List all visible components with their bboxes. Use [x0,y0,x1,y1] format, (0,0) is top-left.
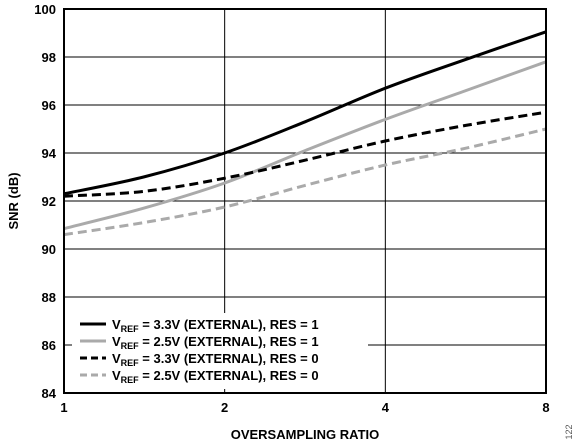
y-tick-label: 100 [34,2,56,17]
y-tick-label: 86 [42,338,56,353]
y-tick-label: 92 [42,194,56,209]
y-tick-label: 94 [42,146,57,161]
y-tick-labels: 84 86 88 90 92 94 96 98 100 [34,2,56,401]
legend-background [72,313,368,389]
y-axis-label: SNR (dB) [6,172,21,229]
legend-entry: VREF = 2.5V (EXTERNAL), RES = 1 [112,334,319,351]
y-tick-label: 98 [42,50,56,65]
series-lines [63,30,547,237]
legend-entry: VREF = 2.5V (EXTERNAL), RES = 0 [112,368,319,385]
x-tick-label: 1 [60,400,67,415]
series-line-2 [63,60,547,231]
figure-id-label: 122 [564,424,574,439]
y-tick-label: 84 [42,386,57,401]
x-tick-label: 2 [221,400,228,415]
plot-frame [63,8,547,394]
series-line-4 [63,127,547,237]
series-line-3 [63,110,547,198]
y-tick-label: 96 [42,98,56,113]
legend-entry: VREF = 3.3V (EXTERNAL), RES = 1 [112,317,319,334]
y-tick-label: 88 [42,290,56,305]
y-tick-label: 90 [42,242,56,257]
x-axis-label: OVERSAMPLING RATIO [231,427,380,442]
legend-entry: VREF = 3.3V (EXTERNAL), RES = 0 [112,351,319,368]
series-line-1 [63,30,547,196]
x-tick-label: 4 [382,400,390,415]
x-tick-labels: 1 2 4 8 [60,400,549,415]
x-tick-label: 8 [542,400,549,415]
